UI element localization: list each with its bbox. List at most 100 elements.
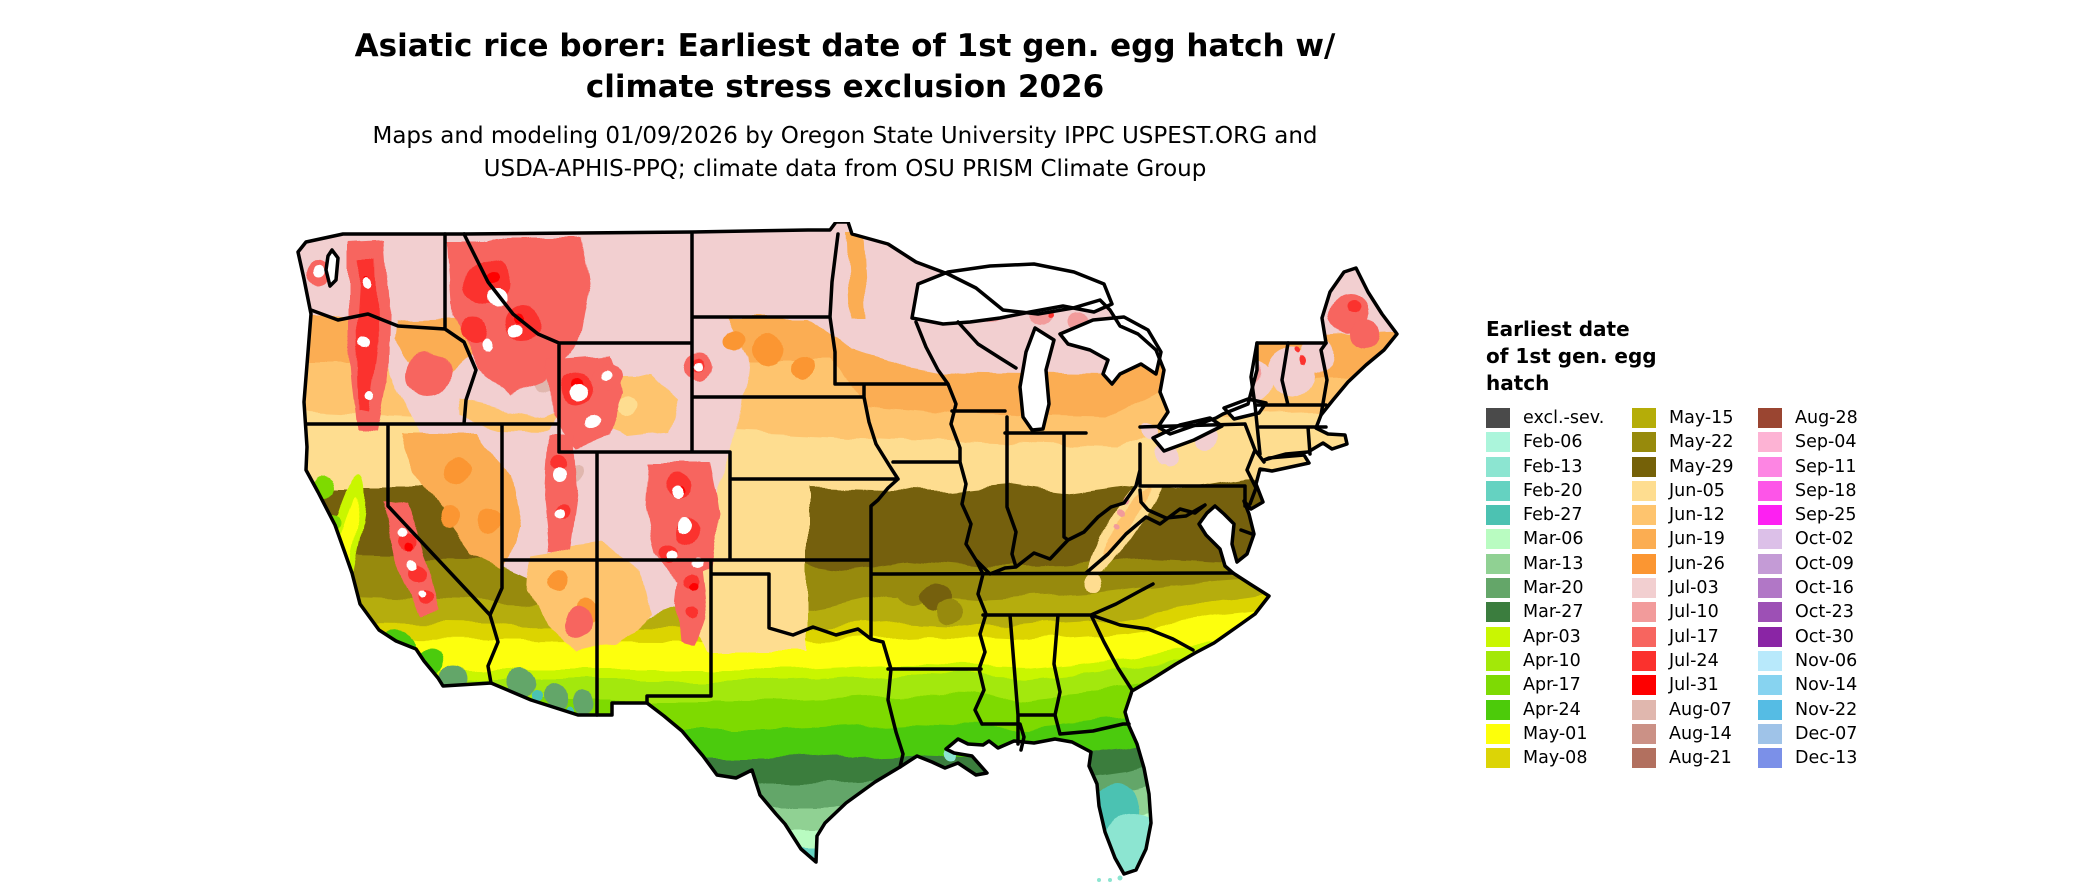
legend-item: Mar-20 bbox=[1486, 578, 1604, 599]
map-raster bbox=[298, 222, 1397, 874]
legend-item: May-29 bbox=[1632, 456, 1734, 477]
legend-item: Mar-13 bbox=[1486, 553, 1604, 574]
legend-label: May-29 bbox=[1669, 456, 1734, 477]
legend-swatch bbox=[1486, 699, 1510, 720]
legend-swatch bbox=[1758, 505, 1782, 526]
legend-item: May-15 bbox=[1632, 408, 1733, 428]
legend-label: Jul-17 bbox=[1669, 626, 1719, 647]
legend-column-3: Aug-28 Sep-04 Sep-11 Sep-18 Sep-25 Oct-02 Oct-… bbox=[1758, 408, 1858, 772]
legend-swatch bbox=[1632, 432, 1656, 453]
legend-label: Mar-20 bbox=[1523, 578, 1584, 599]
map-legend: Earliest date of 1st gen. egg hatch excl… bbox=[1486, 316, 2046, 769]
legend-label: Apr-03 bbox=[1523, 626, 1581, 647]
legend-label: Jun-19 bbox=[1669, 529, 1725, 550]
legend-swatch bbox=[1758, 675, 1782, 696]
page-subtitle: Maps and modeling 01/09/2026 by Oregon S… bbox=[372, 123, 1318, 182]
legend-label: Oct-30 bbox=[1795, 626, 1854, 647]
legend-item: Aug-07 bbox=[1632, 699, 1733, 720]
page-title: Asiatic rice borer: Earliest date of 1st… bbox=[354, 28, 1336, 105]
legend-item: Apr-10 bbox=[1486, 650, 1604, 671]
legend-label: Nov-06 bbox=[1795, 650, 1858, 671]
legend-swatch bbox=[1632, 480, 1656, 501]
legend-label: May-15 bbox=[1669, 408, 1734, 428]
legend-swatch bbox=[1632, 626, 1656, 647]
legend-label: Oct-23 bbox=[1795, 602, 1854, 623]
legend-item: excl.-sev. bbox=[1486, 408, 1604, 428]
legend-swatch bbox=[1758, 408, 1782, 428]
legend-item: Aug-21 bbox=[1632, 748, 1733, 769]
legend-label: Jul-10 bbox=[1669, 602, 1719, 623]
legend-swatch bbox=[1486, 602, 1510, 623]
legend-swatch bbox=[1758, 480, 1782, 501]
legend-item: Apr-24 bbox=[1486, 699, 1604, 720]
legend-item: Feb-20 bbox=[1486, 480, 1604, 501]
legend-swatch bbox=[1486, 456, 1510, 477]
florida-keys bbox=[1097, 875, 1123, 882]
legend-item: Dec-13 bbox=[1758, 748, 1858, 769]
legend-swatch bbox=[1758, 723, 1782, 744]
legend-swatch bbox=[1632, 578, 1656, 599]
legend-swatch bbox=[1486, 505, 1510, 526]
legend-label: Jul-03 bbox=[1669, 578, 1719, 599]
legend-label: Jun-12 bbox=[1669, 505, 1725, 526]
legend-item: Oct-02 bbox=[1758, 529, 1858, 550]
legend-label: Aug-21 bbox=[1669, 748, 1732, 769]
legend-swatch bbox=[1632, 529, 1656, 550]
legend-label: Sep-18 bbox=[1795, 480, 1857, 501]
legend-swatch bbox=[1632, 602, 1656, 623]
legend-label: Apr-24 bbox=[1523, 699, 1581, 720]
legend-item: Jun-12 bbox=[1632, 505, 1733, 526]
legend-label: Feb-06 bbox=[1523, 432, 1583, 453]
legend-label: Nov-14 bbox=[1795, 675, 1858, 696]
legend-label: Feb-27 bbox=[1523, 505, 1583, 526]
legend-swatch bbox=[1758, 432, 1782, 453]
legend-label: May-01 bbox=[1523, 723, 1588, 744]
conus-outline bbox=[296, 220, 1399, 876]
legend-item: Jul-10 bbox=[1632, 602, 1733, 623]
legend-swatch bbox=[1486, 650, 1510, 671]
legend-swatch bbox=[1486, 675, 1510, 696]
legend-swatch bbox=[1758, 529, 1782, 550]
lake-superior bbox=[910, 262, 1114, 326]
legend-swatch bbox=[1758, 699, 1782, 720]
legend-item: Sep-25 bbox=[1758, 505, 1858, 526]
legend-label: Sep-04 bbox=[1795, 432, 1857, 453]
legend-item: Apr-17 bbox=[1486, 675, 1604, 696]
legend-item: Mar-27 bbox=[1486, 602, 1604, 623]
lake-michigan bbox=[1018, 326, 1056, 432]
legend-label: Oct-09 bbox=[1795, 553, 1854, 574]
legend-swatch bbox=[1486, 626, 1510, 647]
legend-item: Jul-17 bbox=[1632, 626, 1733, 647]
legend-swatch bbox=[1632, 723, 1656, 744]
legend-item: Oct-09 bbox=[1758, 553, 1858, 574]
legend-swatch bbox=[1486, 480, 1510, 501]
puget-sound bbox=[324, 248, 340, 288]
legend-swatch bbox=[1632, 675, 1656, 696]
legend-swatch bbox=[1486, 553, 1510, 574]
legend-item: Jun-26 bbox=[1632, 553, 1733, 574]
legend-column-1: excl.-sev. Feb-06 Feb-13 Feb-20 Feb-27 Mar-06… bbox=[1486, 408, 1604, 772]
legend-label: Aug-07 bbox=[1669, 699, 1732, 720]
legend-swatch bbox=[1758, 456, 1782, 477]
legend-item: Apr-03 bbox=[1486, 626, 1604, 647]
legend-item: Oct-30 bbox=[1758, 626, 1858, 647]
legend-title: Earliest date of 1st gen. egg hatch bbox=[1486, 317, 1657, 395]
legend-label: Sep-25 bbox=[1795, 505, 1857, 526]
legend-swatch bbox=[1758, 626, 1782, 647]
legend-label: Mar-06 bbox=[1523, 529, 1584, 550]
legend-item: Jul-24 bbox=[1632, 650, 1733, 671]
legend-item: Mar-06 bbox=[1486, 529, 1604, 550]
legend-swatch bbox=[1632, 553, 1656, 574]
legend-item: Feb-06 bbox=[1486, 432, 1604, 453]
legend-item: Sep-11 bbox=[1758, 456, 1858, 477]
legend-item: Jul-03 bbox=[1632, 578, 1733, 599]
legend-label: Jul-31 bbox=[1669, 675, 1719, 696]
legend-label: Jun-05 bbox=[1669, 480, 1725, 501]
legend-label: Mar-27 bbox=[1523, 602, 1584, 623]
legend-label: Apr-10 bbox=[1523, 650, 1581, 671]
legend-label: Oct-16 bbox=[1795, 578, 1854, 599]
legend-swatch bbox=[1758, 578, 1782, 599]
legend-item: Jun-19 bbox=[1632, 529, 1733, 550]
us-phenology-map bbox=[296, 220, 1399, 882]
legend-swatch bbox=[1632, 505, 1656, 526]
